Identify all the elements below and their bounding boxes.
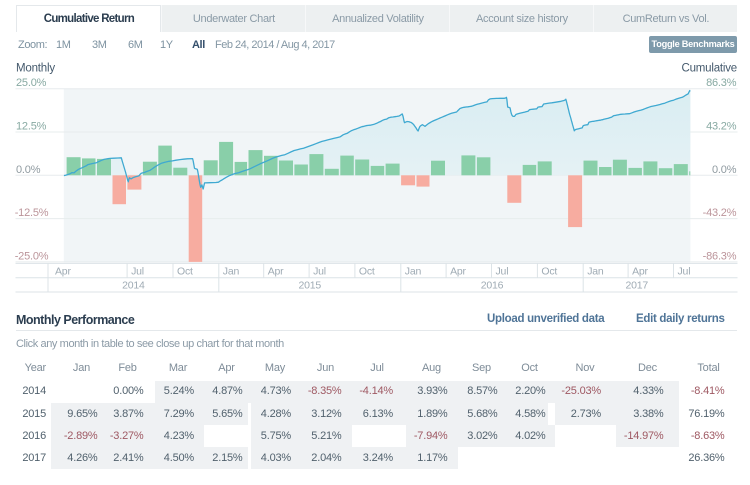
svg-text:86.3%: 86.3% <box>706 77 737 89</box>
svg-text:Jul: Jul <box>678 265 691 277</box>
svg-text:Jan: Jan <box>587 265 604 277</box>
svg-text:Apr: Apr <box>55 265 71 277</box>
svg-text:Jul: Jul <box>313 265 326 277</box>
svg-text:Jan: Jan <box>405 265 422 277</box>
svg-text:43.2%: 43.2% <box>706 121 737 133</box>
svg-text:2017: 2017 <box>626 280 649 292</box>
svg-text:Oct: Oct <box>359 265 375 277</box>
svg-text:12.5%: 12.5% <box>16 121 47 133</box>
svg-text:Jul: Jul <box>131 265 144 277</box>
svg-text:Apr: Apr <box>268 265 284 277</box>
svg-text:0.0%: 0.0% <box>16 164 41 176</box>
svg-text:Monthly: Monthly <box>16 63 55 75</box>
svg-text:2014: 2014 <box>122 280 145 292</box>
svg-text:Jan: Jan <box>223 265 240 277</box>
svg-text:2016: 2016 <box>481 280 504 292</box>
svg-text:Oct: Oct <box>541 265 557 277</box>
svg-text:-25.0%: -25.0% <box>15 250 49 262</box>
svg-text:Apr: Apr <box>632 265 648 277</box>
svg-text:0.0%: 0.0% <box>712 164 737 176</box>
svg-text:-12.5%: -12.5% <box>15 207 49 219</box>
svg-text:Apr: Apr <box>450 265 466 277</box>
svg-text:Jul: Jul <box>496 265 509 277</box>
svg-text:Oct: Oct <box>177 265 193 277</box>
svg-text:-43.2%: -43.2% <box>703 207 737 219</box>
svg-text:Cumulative: Cumulative <box>681 63 737 75</box>
svg-text:-86.3%: -86.3% <box>703 250 737 262</box>
svg-text:2015: 2015 <box>299 280 322 292</box>
svg-text:25.0%: 25.0% <box>16 77 47 89</box>
